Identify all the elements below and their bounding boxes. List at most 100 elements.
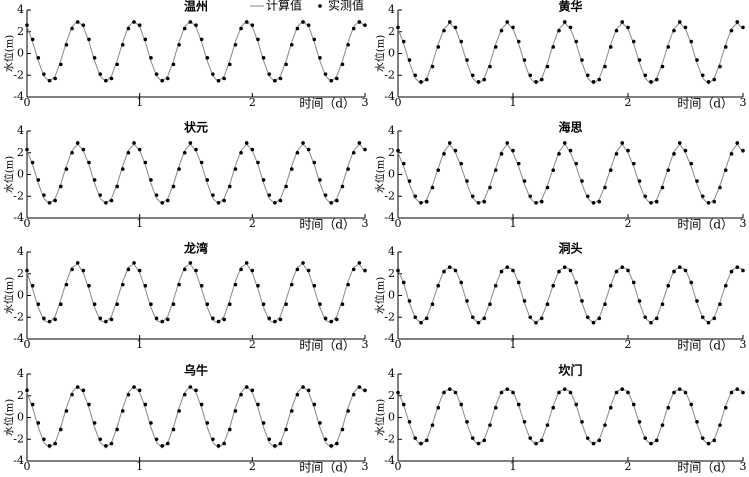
observed-point — [166, 441, 170, 446]
legend-label: 实测值 — [328, 0, 364, 13]
x-tick-label: 3 — [362, 96, 369, 109]
observed-point — [516, 280, 521, 285]
observed-point — [160, 443, 164, 448]
observed-point — [143, 160, 148, 165]
observed-point — [104, 200, 108, 205]
observed-point — [603, 64, 607, 69]
observed-point — [323, 193, 328, 197]
observed-point — [329, 200, 334, 205]
observed-point — [522, 299, 527, 303]
observed-point — [154, 437, 159, 442]
x-tick-label: 1 — [136, 96, 143, 109]
observed-point — [211, 316, 215, 321]
observed-point — [81, 23, 86, 28]
x-tick-label: 3 — [740, 460, 747, 473]
observed-point — [205, 302, 210, 307]
observed-point — [228, 302, 232, 307]
computed-line — [397, 22, 744, 85]
observed-point — [637, 58, 642, 62]
observed-point — [603, 185, 607, 190]
observed-point — [70, 267, 74, 272]
observed-point — [700, 194, 705, 199]
observed-point — [741, 25, 745, 30]
observed-point — [143, 37, 148, 42]
observed-point — [104, 319, 108, 324]
observed-point — [620, 387, 625, 392]
observed-point — [53, 441, 57, 446]
observed-point — [396, 268, 400, 273]
observed-point — [626, 390, 630, 395]
observed-point — [98, 437, 103, 442]
observed-point — [706, 79, 711, 84]
observed-point — [306, 147, 311, 152]
x-tick-label: 3 — [740, 96, 747, 109]
observed-point — [436, 283, 441, 288]
observed-point — [401, 402, 406, 407]
observed-point — [695, 420, 699, 424]
observed-point — [64, 282, 69, 287]
observed-point — [47, 319, 52, 324]
observed-point — [273, 200, 277, 205]
observed-point — [194, 268, 198, 273]
observed-point — [199, 37, 204, 42]
observed-point — [723, 168, 728, 172]
observed-point — [718, 185, 722, 190]
observed-point — [608, 405, 613, 410]
observed-point — [351, 267, 356, 272]
observed-point — [637, 179, 642, 183]
observed-point — [453, 390, 458, 395]
observed-point — [363, 147, 367, 152]
observed-point — [557, 28, 561, 33]
observed-point — [643, 315, 648, 320]
observed-point — [177, 43, 181, 47]
observed-point — [419, 441, 423, 446]
observed-point — [160, 200, 164, 205]
observed-point — [137, 388, 142, 393]
observed-point — [511, 25, 515, 30]
observed-point — [574, 39, 579, 44]
observed-point — [239, 26, 243, 31]
observed-point — [608, 283, 613, 288]
x-axis-label: 时间（d） — [677, 218, 733, 232]
observed-point — [453, 148, 458, 153]
observed-point — [59, 302, 63, 307]
observed-point — [323, 316, 328, 321]
y-tick-label: -4 — [384, 332, 395, 345]
observed-point — [499, 269, 504, 274]
observed-point — [363, 23, 367, 28]
y-tick-label: 4 — [388, 3, 395, 16]
observed-point — [413, 315, 418, 320]
observed-point — [340, 62, 345, 67]
observed-point — [660, 64, 665, 69]
observed-point — [672, 152, 676, 156]
x-axis-label: 时间（d） — [299, 218, 355, 232]
observed-point — [250, 23, 255, 28]
observed-point — [493, 283, 498, 288]
observed-point — [312, 160, 317, 165]
y-tick-label: -2 — [384, 68, 395, 81]
observed-point — [120, 409, 125, 413]
observed-point — [741, 390, 745, 395]
observed-point — [273, 319, 277, 324]
observed-point — [712, 77, 717, 82]
observed-point — [256, 160, 260, 165]
observed-point — [488, 302, 492, 307]
observed-point — [614, 390, 619, 395]
observed-point — [143, 402, 148, 407]
observed-point — [683, 148, 688, 153]
observed-point — [597, 438, 602, 443]
observed-point — [126, 267, 131, 272]
observed-point — [620, 265, 625, 270]
observed-point — [723, 283, 728, 288]
observed-point — [631, 39, 636, 44]
observed-point — [42, 316, 46, 321]
observed-point — [430, 302, 435, 307]
observed-point — [591, 200, 596, 205]
y-tick-label: 4 — [17, 245, 24, 258]
y-tick-label: -2 — [13, 189, 24, 202]
y-tick-label: 2 — [388, 389, 395, 402]
observed-point — [677, 387, 682, 392]
observed-point — [499, 390, 504, 395]
observed-point — [459, 161, 464, 166]
observed-point — [631, 402, 636, 407]
